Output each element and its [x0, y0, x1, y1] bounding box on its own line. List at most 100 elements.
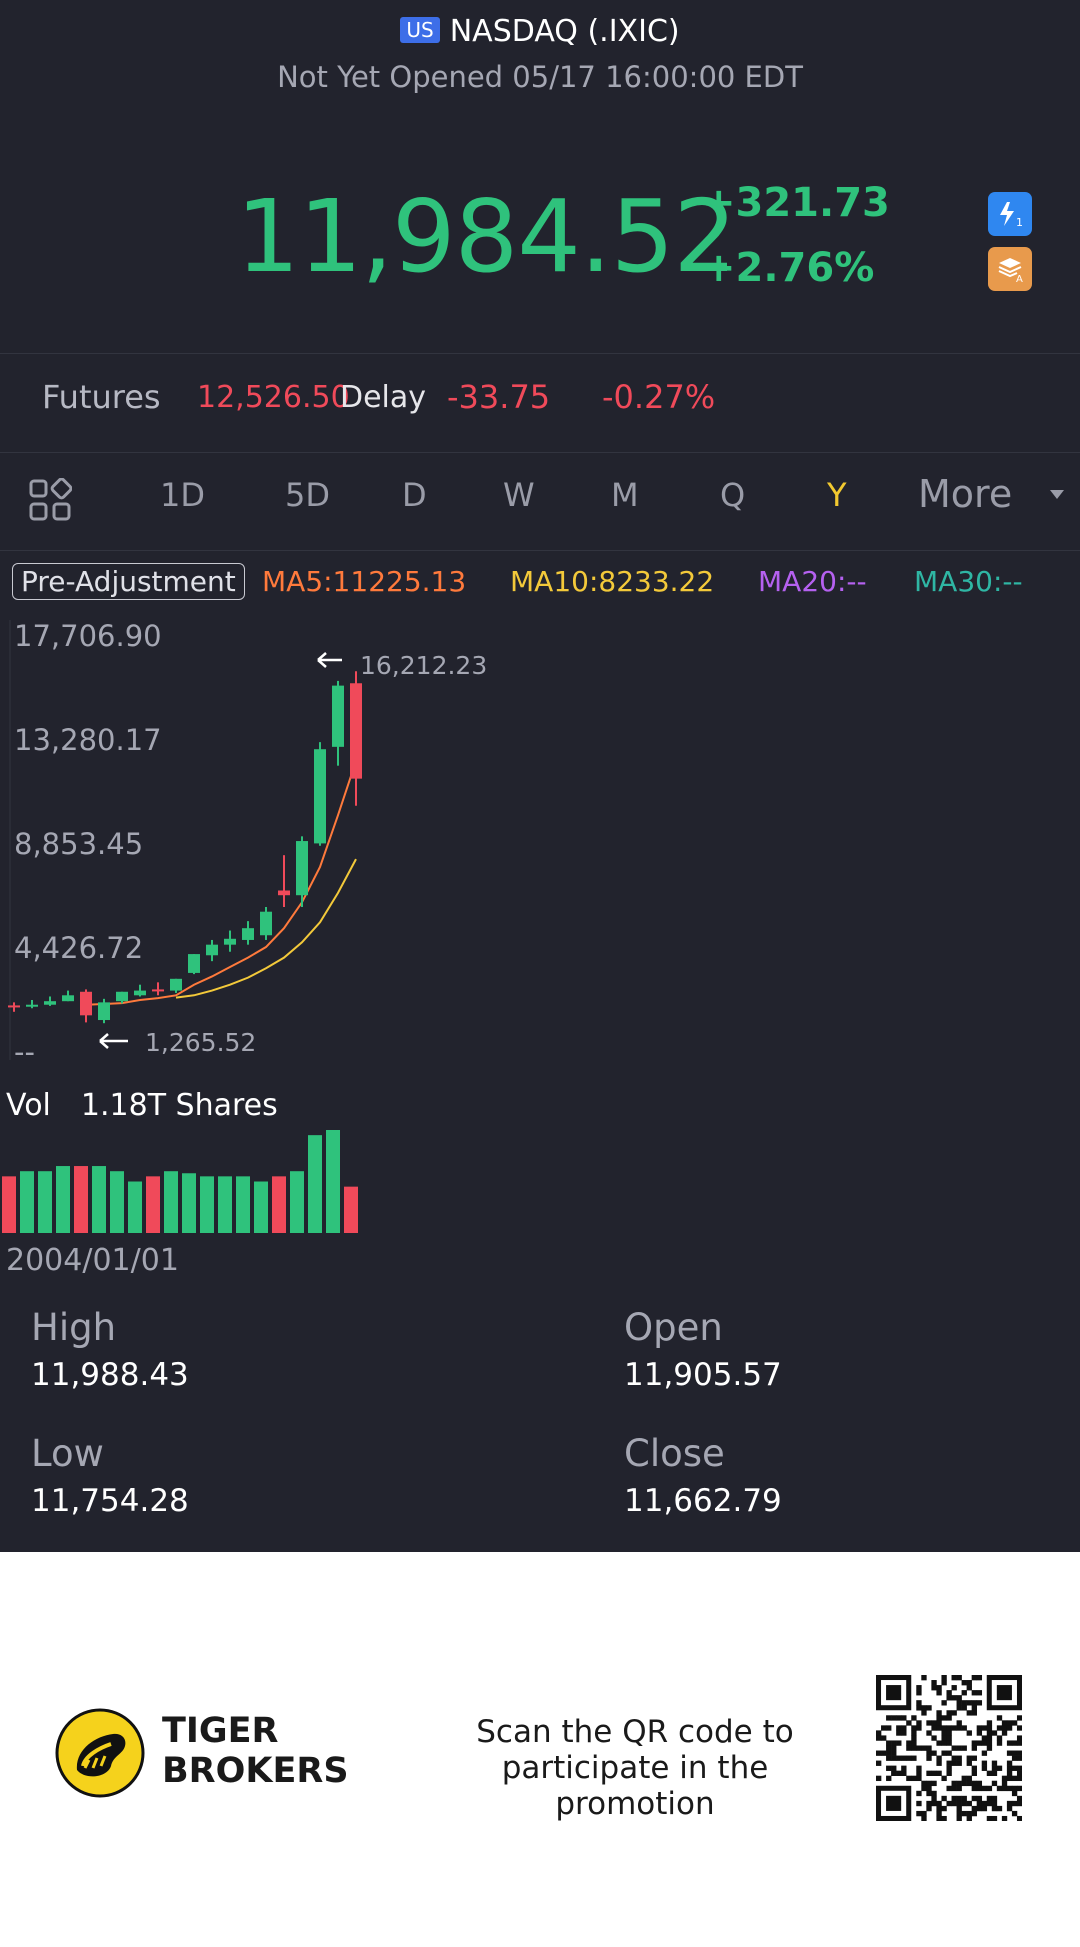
tab-week[interactable]: W: [503, 476, 535, 514]
candle: [62, 990, 74, 1002]
y-tick-label: 4,426.72: [14, 931, 144, 965]
open-value: 11,905.57: [624, 1357, 782, 1393]
brand-line-2: BROKERS: [162, 1751, 349, 1791]
candle: [260, 906, 272, 940]
futures-price: 12,526.50: [197, 380, 350, 415]
quote-panel: [0, 0, 1080, 1552]
volume-bar: [308, 1135, 322, 1233]
promo-text: Scan the QR code to participate in the p…: [420, 1714, 850, 1822]
y-tick-label: 17,706.90: [14, 619, 162, 653]
futures-delay-label: Delay: [340, 380, 427, 415]
volume-chart[interactable]: [0, 1125, 1080, 1235]
tab-quarter[interactable]: Q: [720, 476, 746, 514]
candle: [134, 984, 146, 997]
low-marker-label: 1,265.52: [145, 1028, 256, 1057]
promo-line-2: participate in the promotion: [501, 1750, 769, 1822]
futures-label: Futures: [42, 378, 161, 416]
page-title: US NASDAQ (.IXIC): [0, 14, 1080, 49]
y-tick-label: 8,853.45: [14, 827, 144, 861]
x-start-date: 2004/01/01: [6, 1243, 179, 1278]
volume-bar: [182, 1173, 196, 1233]
qr-code[interactable]: [876, 1675, 1022, 1821]
candle-body: [44, 1001, 56, 1005]
candle: [98, 998, 110, 1024]
candle: [296, 836, 308, 907]
ma30-value: MA30:--: [914, 565, 1023, 598]
candle-body: [314, 749, 326, 844]
low-label: Low: [31, 1432, 104, 1475]
candle: [116, 991, 128, 1004]
volume-row: Vol 1.18T Shares: [6, 1088, 278, 1123]
candle-body: [350, 683, 362, 779]
volume-bar: [164, 1171, 178, 1233]
market-badge: US: [400, 17, 440, 43]
ma10-line: [175, 858, 357, 999]
volume-bar: [92, 1166, 106, 1233]
volume-bar: [56, 1166, 70, 1233]
low-marker-arrow-icon: [99, 1033, 128, 1049]
stack-icon[interactable]: A: [988, 247, 1032, 291]
candle: [152, 982, 164, 996]
ma5-value: MA5:11225.13: [262, 565, 467, 598]
tab-1d[interactable]: 1D: [160, 476, 205, 514]
promo-line-1: Scan the QR code to: [476, 1714, 794, 1750]
tab-5d[interactable]: 5D: [285, 476, 330, 514]
price-change: +321.73: [702, 180, 890, 226]
close-value: 11,662.79: [624, 1483, 782, 1519]
candlestick-chart[interactable]: 16,212.23 1,265.52: [0, 600, 1080, 1080]
candle: [206, 939, 218, 962]
flash-icon[interactable]: 1: [988, 192, 1032, 236]
candle: [224, 930, 236, 952]
divider: [0, 550, 1080, 551]
last-price: 11,984.52: [236, 178, 737, 295]
high-marker-label: 16,212.23: [360, 651, 487, 680]
candle: [80, 989, 92, 1023]
candle-body: [188, 954, 200, 973]
candle: [44, 996, 56, 1006]
close-label: Close: [624, 1432, 725, 1475]
more-tab[interactable]: More: [918, 472, 1013, 516]
svg-text:A: A: [1016, 274, 1023, 284]
volume-bar: [128, 1181, 142, 1233]
candle-body: [116, 991, 128, 1002]
volume-bar: [38, 1171, 52, 1233]
candle-body: [260, 911, 272, 936]
high-value: 11,988.43: [31, 1357, 189, 1393]
candle-body: [62, 995, 74, 1002]
tab-day[interactable]: D: [402, 476, 427, 514]
futures-change: -33.75: [447, 378, 551, 416]
brand-line-1: TIGER: [162, 1711, 279, 1751]
volume-bar: [326, 1130, 340, 1233]
candle-body: [206, 944, 218, 956]
layout-grid-icon[interactable]: [28, 478, 72, 522]
futures-change-percent: -0.27%: [602, 378, 716, 416]
candle: [314, 742, 326, 846]
volume-bar: [2, 1176, 16, 1233]
volume-bar: [290, 1171, 304, 1233]
candle-body: [296, 841, 308, 896]
candle-body: [26, 1004, 38, 1007]
candle: [8, 1002, 20, 1012]
pre-adjustment-button[interactable]: Pre-Adjustment: [12, 563, 245, 600]
tab-year[interactable]: Y: [827, 476, 847, 514]
chevron-down-icon[interactable]: [1050, 490, 1064, 499]
candle: [278, 855, 290, 907]
candle-body: [224, 938, 236, 945]
volume-bar: [344, 1186, 358, 1233]
volume-bar: [218, 1176, 232, 1233]
volume-bar: [200, 1176, 214, 1233]
ma5-line: [85, 760, 357, 1006]
volume-label: Vol: [6, 1088, 51, 1123]
volume-bar: [20, 1171, 34, 1233]
candle-body: [242, 928, 254, 940]
candle: [188, 954, 200, 975]
tab-month[interactable]: M: [611, 476, 639, 514]
market-status: Not Yet Opened 05/17 16:00:00 EDT: [277, 60, 803, 94]
candle: [170, 978, 182, 993]
brand-name: TIGER BROKERS: [162, 1711, 349, 1791]
candle: [332, 680, 344, 766]
volume-bar: [254, 1181, 268, 1233]
open-label: Open: [624, 1306, 723, 1349]
candle-body: [8, 1005, 20, 1008]
tiger-brokers-logo: [55, 1708, 145, 1798]
